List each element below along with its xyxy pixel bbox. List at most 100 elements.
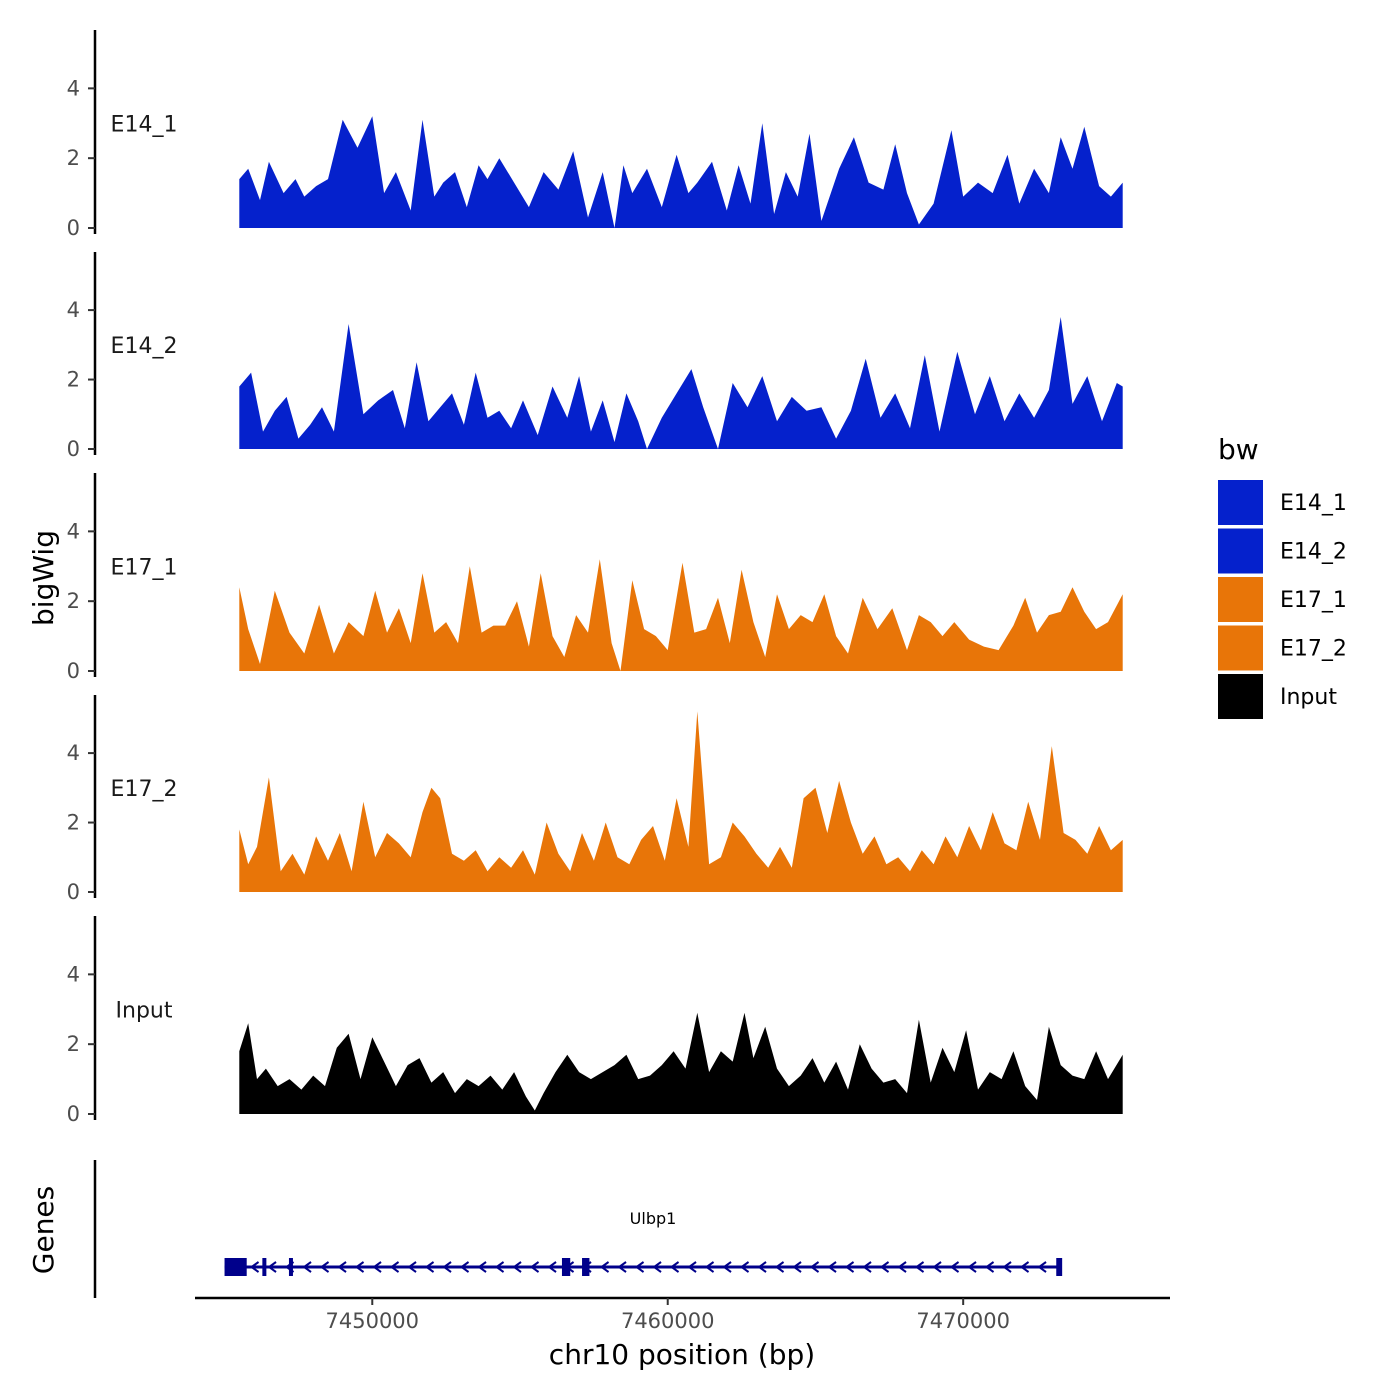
x-tick-label: 7470000 (916, 1309, 1010, 1333)
legend-swatch (1218, 625, 1263, 671)
strand-arrow (354, 1261, 365, 1273)
strand-arrow (267, 1261, 277, 1273)
track-label: Input (116, 998, 173, 1023)
legend: bw E14_1 E14_2 E17_1 E17_2 Input (1218, 433, 1347, 719)
strand-arrow (407, 1261, 417, 1273)
strand-arrow (617, 1261, 627, 1273)
strand-arrow (1002, 1261, 1012, 1273)
track-E14_2: 0 2 4 E14_2 (67, 252, 1123, 461)
strand-arrow (302, 1261, 312, 1273)
strand-arrow (372, 1261, 382, 1273)
gene-exon (224, 1258, 247, 1276)
x-tick-label: 7460000 (621, 1309, 715, 1333)
strand-arrow (879, 1261, 890, 1273)
y-tick-label: 4 (67, 298, 80, 322)
legend-label: E17_2 (1280, 637, 1347, 662)
track-area-E17_1 (239, 559, 1123, 671)
gene-Ulbp1: Ulbp1 (224, 1209, 1063, 1276)
y-tick-label: 0 (67, 437, 80, 461)
strand-arrow (1019, 1261, 1030, 1273)
strand-arrow (809, 1261, 820, 1273)
strand-arrow (949, 1261, 960, 1273)
gene-exon (1056, 1258, 1063, 1276)
y-tick-label: 2 (67, 146, 80, 170)
strand-arrow (722, 1261, 732, 1273)
y-tick-label: 2 (67, 1032, 80, 1056)
strand-arrow (669, 1261, 680, 1273)
strand-arrow (319, 1261, 330, 1273)
strand-arrow (704, 1261, 715, 1273)
track-label: E14_2 (111, 334, 178, 359)
legend-swatch (1218, 528, 1263, 574)
strand-arrow (862, 1261, 872, 1273)
strand-arrow (932, 1261, 942, 1273)
x-axis-title: chr10 position (bp) (549, 1338, 815, 1371)
genes-layer: Ulbp1 (93, 1160, 1063, 1298)
strand-arrow (739, 1261, 750, 1273)
strand-arrow (967, 1261, 977, 1273)
tracks-layer: 0 2 4 E14_1 0 2 4 E14_2 0 2 4 E17_1 0 2 4 E17_2 0 2 4 Input (67, 30, 1123, 1126)
y-axis-title: bigWig (27, 530, 60, 626)
y-tick-label: 4 (67, 962, 80, 986)
strand-arrow (897, 1261, 907, 1273)
track-label: E17_1 (111, 555, 178, 580)
strand-arrow (652, 1261, 662, 1273)
strand-arrow (424, 1261, 435, 1273)
track-area-E17_2 (239, 711, 1123, 892)
strand-arrow (757, 1261, 767, 1273)
gene-label: Ulbp1 (630, 1209, 677, 1228)
track-Input: 0 2 4 Input (67, 916, 1123, 1126)
track-E17_1: 0 2 4 E17_1 (67, 473, 1123, 683)
y-tick-label: 0 (67, 659, 80, 683)
track-label: E17_2 (111, 777, 178, 802)
legend-label: Input (1280, 685, 1337, 710)
genes-panel-title: Genes (27, 1186, 60, 1274)
gene-exon (582, 1258, 590, 1276)
track-label: E14_1 (111, 112, 178, 137)
y-tick-label: 2 (67, 589, 80, 613)
y-tick-label: 0 (67, 1102, 80, 1126)
strand-arrow (914, 1261, 925, 1273)
track-area-Input (239, 1012, 1123, 1114)
y-tick-label: 2 (67, 368, 80, 392)
track-area-E14_2 (239, 317, 1123, 449)
y-tick-label: 2 (67, 811, 80, 835)
strand-arrow (634, 1261, 645, 1273)
strand-arrow (249, 1261, 260, 1273)
legend-label: E17_1 (1280, 588, 1347, 613)
track-area-E14_1 (239, 116, 1123, 228)
legend-label: E14_1 (1280, 491, 1347, 516)
strand-arrow (984, 1261, 995, 1273)
y-tick-label: 0 (67, 216, 80, 240)
y-tick-label: 4 (67, 741, 80, 765)
x-tick-label: 7450000 (326, 1309, 420, 1333)
strand-arrow (442, 1261, 452, 1273)
strand-arrow (337, 1261, 347, 1273)
x-axis: 7450000 7460000 7470000 (195, 1296, 1170, 1333)
gene-exon (262, 1258, 267, 1276)
strand-arrow (774, 1261, 785, 1273)
strand-arrow (389, 1261, 400, 1273)
strand-arrow (792, 1261, 802, 1273)
y-tick-label: 4 (67, 76, 80, 100)
track-E14_1: 0 2 4 E14_1 (67, 30, 1123, 240)
strand-arrow (547, 1261, 557, 1273)
strand-arrow (844, 1261, 855, 1273)
strand-arrow (599, 1261, 610, 1273)
gene-exon (561, 1258, 571, 1276)
strand-arrow (512, 1261, 522, 1273)
strand-arrow (459, 1261, 470, 1273)
legend-swatch (1218, 577, 1263, 622)
legend-swatch (1218, 480, 1263, 525)
y-tick-label: 4 (67, 519, 80, 543)
legend-label: E14_2 (1280, 540, 1347, 565)
legend-swatch (1218, 674, 1263, 719)
strand-arrow (687, 1261, 697, 1273)
strand-arrow (477, 1261, 487, 1273)
gene-exon (288, 1258, 293, 1276)
track-E17_2: 0 2 4 E17_2 (67, 695, 1123, 904)
strand-arrow (494, 1261, 505, 1273)
legend-title: bw (1218, 433, 1259, 466)
strand-arrow (1037, 1261, 1047, 1273)
